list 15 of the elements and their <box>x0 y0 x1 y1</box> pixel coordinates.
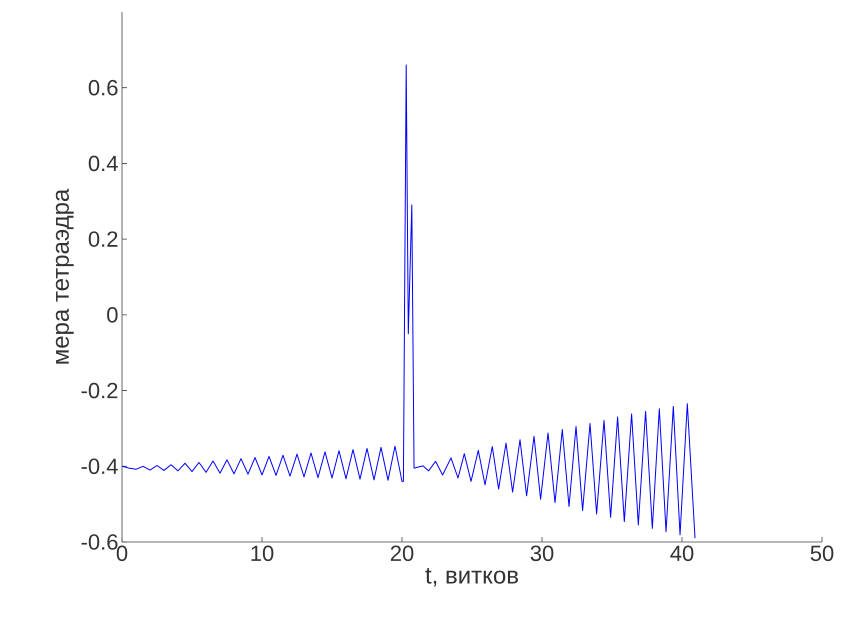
x-tick-label: 20 <box>390 546 414 562</box>
line-series <box>122 64 696 539</box>
x-axis-title: t, витков <box>425 568 518 587</box>
x-tick-label: 30 <box>530 546 554 562</box>
y-tick-label: 0 <box>107 307 118 323</box>
x-tick-label: 10 <box>251 546 274 562</box>
x-tick-label: 50 <box>810 546 834 562</box>
y-tick-label: 0.6 <box>88 80 118 96</box>
y-tick-label: -0.6 <box>82 534 118 550</box>
y-axis-title: мера тетраэдра <box>56 188 74 364</box>
y-tick-label: 0.4 <box>88 156 118 172</box>
x-tick-label: 40 <box>670 546 694 562</box>
y-tick-label: 0.2 <box>88 231 118 247</box>
y-tick-label: -0.4 <box>82 458 118 474</box>
y-tick-label: -0.2 <box>82 382 118 398</box>
